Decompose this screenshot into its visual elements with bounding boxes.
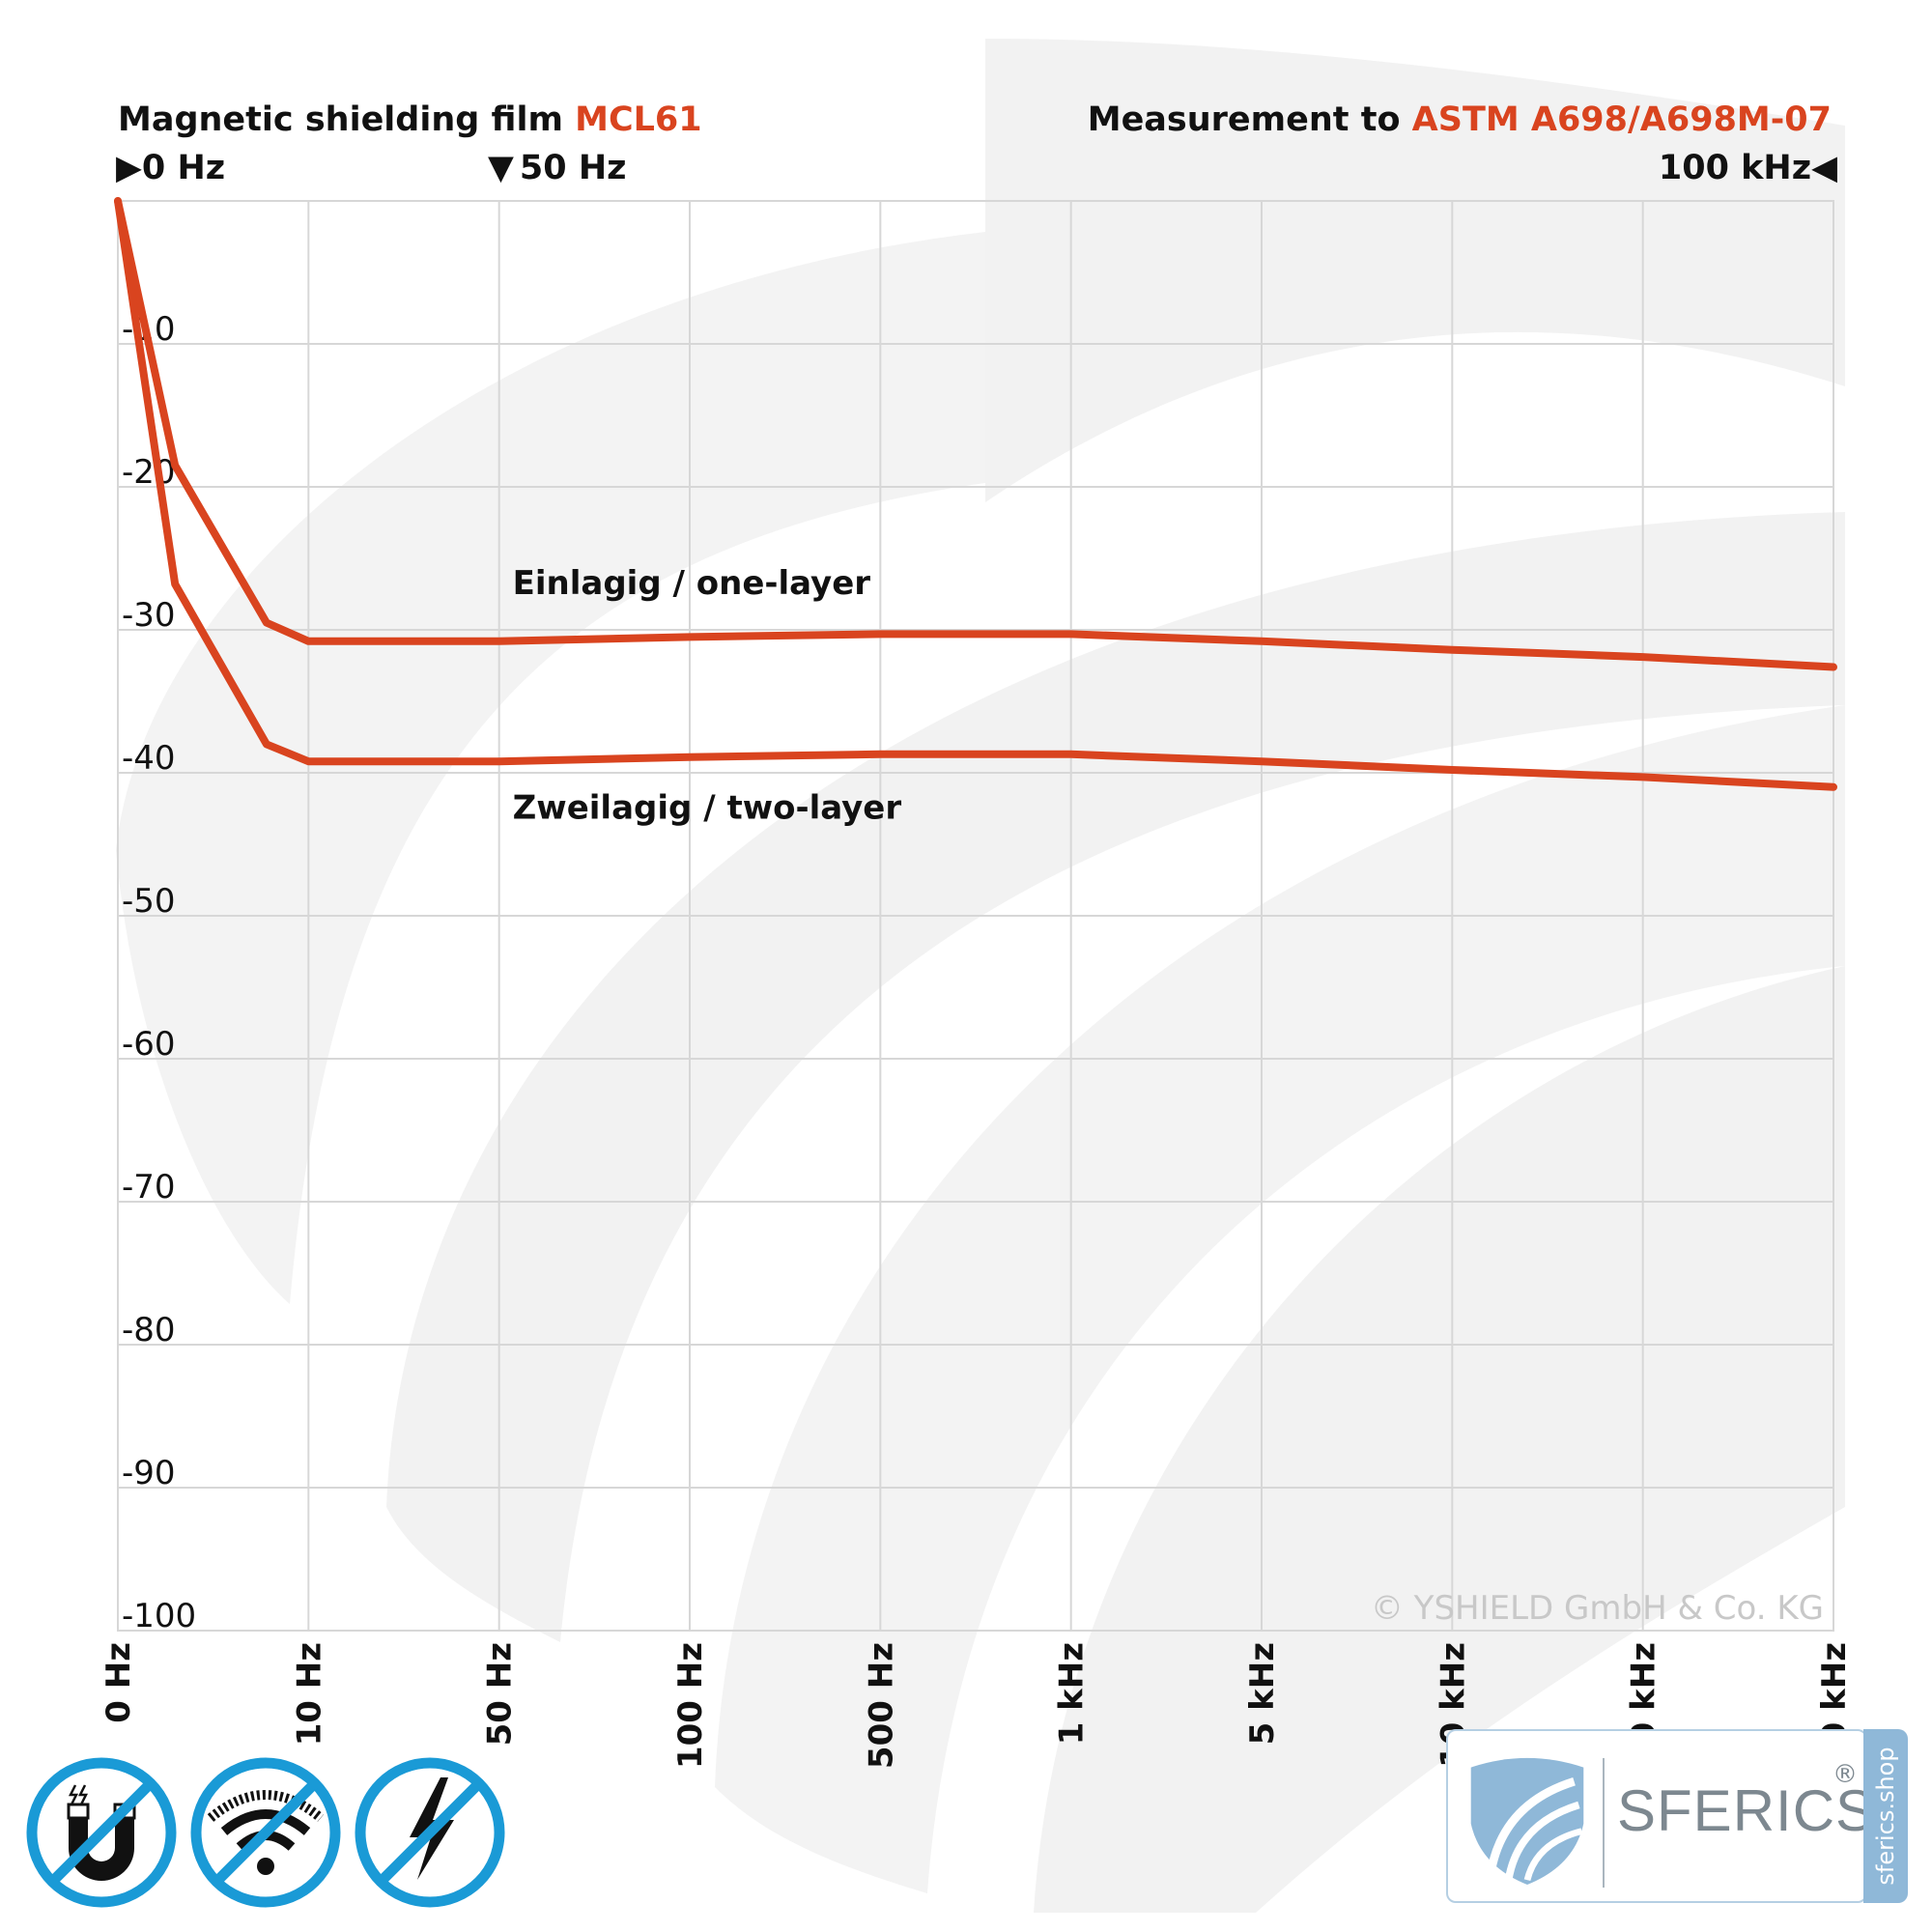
no-wireless-icon <box>190 1757 341 1908</box>
sferics-logo: SFERICS ® sferics.shop <box>1446 1729 1908 1907</box>
shield-icon <box>1470 1757 1584 1885</box>
marker-start-label: 0 Hz <box>141 149 226 187</box>
y-tick-label: -100 <box>122 1597 196 1635</box>
triangle-right-icon: ▶ <box>116 149 142 187</box>
title-prefix: Magnetic shielding film <box>118 100 576 139</box>
no-magnetic-field-icon <box>26 1757 177 1908</box>
marker-end-label: 100 kHz <box>1658 149 1812 187</box>
annotation-one-layer: Einlagig / one-layer <box>513 564 871 603</box>
x-tick-label: 5 kHz <box>1243 1642 1282 1745</box>
x-tick-label: 10 Hz <box>290 1642 328 1746</box>
logo-brand: SFERICS <box>1617 1778 1876 1843</box>
x-tick-label: 1 kHz <box>1053 1642 1092 1745</box>
series-line-two-layer <box>114 197 1837 791</box>
y-tick-label: -70 <box>122 1168 176 1207</box>
y-tick-label: -40 <box>122 739 176 778</box>
y-tick-label: -30 <box>122 596 176 635</box>
y-tick-label: -60 <box>122 1025 176 1064</box>
series-line-one-layer <box>114 197 1837 671</box>
marker-start: ▶0 Hz <box>116 149 225 187</box>
logo-registered: ® <box>1833 1760 1858 1789</box>
annotation-two-layer: Zweilagig / two-layer <box>513 788 902 827</box>
product-name: MCL61 <box>575 100 702 139</box>
no-electric-field-icon <box>355 1757 505 1908</box>
shielding-icons <box>25 1756 506 1909</box>
marker-end: 100 kHz◀ <box>1659 149 1837 187</box>
logo-side-band: sferics.shop <box>1863 1729 1908 1903</box>
standard-name: ASTM A698/A698M-07 <box>1411 100 1832 139</box>
logo-url: sferics.shop <box>1872 1747 1899 1886</box>
subtitle-prefix: Measurement to <box>1087 100 1412 139</box>
x-tick-label: 100 Hz <box>671 1642 710 1769</box>
x-tick-label: 50 Hz <box>481 1642 520 1746</box>
logo-box: SFERICS ® <box>1446 1729 1874 1903</box>
chart-subtitle: Measurement to ASTM A698/A698M-07 <box>1088 100 1832 139</box>
y-tick-label: -20 <box>122 453 176 492</box>
x-tick-label: 0 Hz <box>99 1642 138 1723</box>
chart-title: Magnetic shielding film MCL61 <box>118 100 702 139</box>
y-tick-label: -80 <box>122 1311 176 1350</box>
y-tick-label: -90 <box>122 1454 176 1492</box>
marker-mid-label: 50 Hz <box>519 149 627 187</box>
x-tick-label: 500 Hz <box>862 1642 900 1769</box>
y-tick-label: -50 <box>122 882 176 921</box>
logo-divider <box>1603 1758 1605 1888</box>
copyright-text: © YSHIELD GmbH & Co. KG <box>1371 1589 1824 1628</box>
marker-mid: ▼ 50 Hz <box>488 149 626 187</box>
triangle-left-icon: ◀ <box>1811 149 1837 187</box>
triangle-down-icon: ▼ <box>488 149 514 187</box>
